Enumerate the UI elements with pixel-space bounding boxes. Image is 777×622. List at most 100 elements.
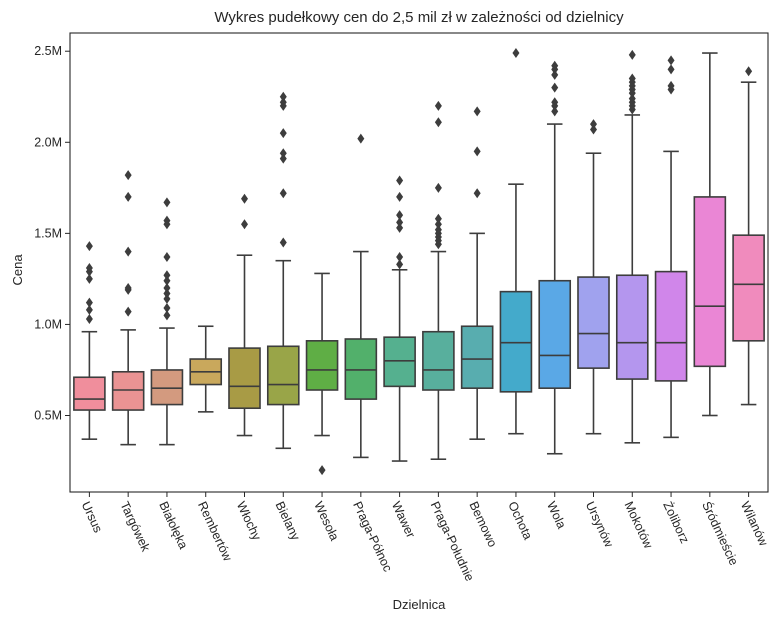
box-2 xyxy=(150,197,184,446)
outlier-point xyxy=(667,80,675,91)
outlier-point xyxy=(124,191,132,202)
box-body xyxy=(615,274,649,380)
box-body xyxy=(538,279,572,389)
box-9 xyxy=(422,100,455,461)
y-axis-label: Cena xyxy=(10,254,25,286)
box-body xyxy=(383,336,416,388)
outlier-point xyxy=(512,48,520,59)
outlier-point xyxy=(85,304,93,315)
outlier-point xyxy=(473,146,481,157)
x-tick-label: Bielany xyxy=(273,499,303,543)
x-axis-label: Dzielnica xyxy=(393,597,447,612)
outlier-point xyxy=(434,213,442,224)
outlier-point xyxy=(551,69,559,80)
outlier-point xyxy=(357,133,365,144)
box-0 xyxy=(73,241,106,440)
box-15 xyxy=(654,55,688,439)
outlier-point xyxy=(473,188,481,199)
x-axis: Ursus Targówek Białołęka Rembertów Włochy Bie… xyxy=(79,492,771,583)
outlier-point xyxy=(279,188,287,199)
box-17 xyxy=(732,66,765,406)
outlier-point xyxy=(163,215,171,226)
box-3 xyxy=(189,325,223,413)
outlier-point xyxy=(551,82,559,93)
outlier-point xyxy=(396,191,404,202)
outlier-point xyxy=(628,93,636,104)
outlier-point xyxy=(279,153,287,164)
box-group xyxy=(73,48,765,476)
outlier-point xyxy=(124,170,132,181)
outlier-point xyxy=(628,49,636,60)
x-tick-label: Wilanów xyxy=(738,499,771,549)
y-axis: 0.5M 1.0M 1.5M 2.0M 2.5M xyxy=(34,44,70,423)
outlier-point xyxy=(163,275,171,286)
x-tick-label: Ochota xyxy=(505,499,535,541)
box-5 xyxy=(266,91,300,450)
box-body xyxy=(732,234,765,342)
outlier-point xyxy=(667,55,675,66)
outlier-point xyxy=(241,219,248,230)
box-body xyxy=(111,370,145,411)
x-tick-label: Wola xyxy=(544,499,569,531)
x-tick-label: Ursynów xyxy=(583,499,617,550)
outlier-point xyxy=(434,182,442,193)
plot-frame xyxy=(69,32,769,493)
box-7 xyxy=(344,133,378,459)
outlier-point xyxy=(85,273,93,284)
outlier-point xyxy=(590,119,597,130)
outlier-point xyxy=(551,60,559,71)
x-tick-label: Rembertów xyxy=(195,499,235,564)
chart-title: Wykres pudełkowy cen do 2,5 mil zł w zal… xyxy=(214,9,624,26)
outlier-point xyxy=(279,97,287,108)
box-body xyxy=(654,270,688,382)
box-10 xyxy=(460,106,494,440)
outlier-point xyxy=(85,297,93,308)
outlier-point xyxy=(163,310,171,321)
outlier-point xyxy=(163,283,171,293)
y-tick-label: 2.5M xyxy=(34,44,62,58)
x-tick-label: Włochy xyxy=(234,499,264,543)
box-14 xyxy=(615,49,649,444)
x-tick-label: Bemowo xyxy=(466,499,499,549)
box-body xyxy=(150,369,184,406)
outlier-point xyxy=(279,148,287,159)
y-tick-label: 1.0M xyxy=(34,317,62,331)
outlier-point xyxy=(279,128,287,139)
outlier-point xyxy=(163,288,171,299)
outlier-point xyxy=(163,270,171,281)
box-11 xyxy=(499,48,533,435)
outlier-point xyxy=(124,246,132,257)
outlier-point xyxy=(396,252,404,263)
outlier-point xyxy=(85,241,93,252)
outlier-point xyxy=(628,73,636,84)
outlier-point xyxy=(124,283,132,293)
box-6 xyxy=(305,272,339,476)
x-tick-label: Ursus xyxy=(79,499,105,535)
box-13 xyxy=(577,119,610,435)
box-body xyxy=(693,196,727,368)
box-body xyxy=(228,347,261,410)
box-body xyxy=(73,376,106,411)
box-body xyxy=(460,325,494,389)
box-4 xyxy=(228,193,261,437)
box-body xyxy=(577,276,610,369)
y-tick-label: 1.5M xyxy=(34,226,62,240)
outlier-point xyxy=(318,465,326,476)
outlier-point xyxy=(396,175,404,186)
box-body xyxy=(499,290,533,393)
box-body xyxy=(305,340,339,391)
outlier-point xyxy=(667,64,675,75)
outlier-point xyxy=(85,313,93,324)
outlier-point xyxy=(745,66,753,77)
outlier-point xyxy=(396,210,404,221)
x-tick-label: Targówek xyxy=(117,499,153,554)
outlier-point xyxy=(163,252,171,263)
outlier-point xyxy=(279,237,287,248)
outlier-point xyxy=(85,262,93,273)
box-16 xyxy=(693,52,727,417)
outlier-point xyxy=(163,303,171,314)
box-body xyxy=(344,338,378,400)
x-tick-label: Wawer xyxy=(389,499,418,540)
outlier-point xyxy=(434,219,442,230)
